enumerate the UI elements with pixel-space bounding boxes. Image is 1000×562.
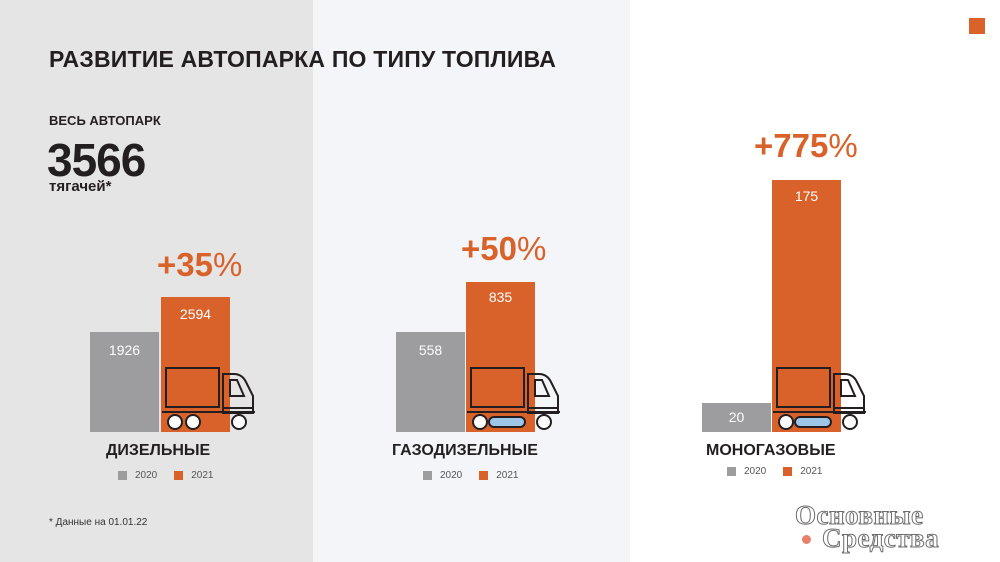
footnote: * Данные на 01.01.22 <box>49 517 148 528</box>
panel-diesel-bg <box>0 0 313 562</box>
legend-gasdiesel: 2020 2021 <box>423 470 536 481</box>
growth-monogas: +775% <box>754 127 858 165</box>
growth-sign: + <box>461 230 481 267</box>
category-label-diesel: ДИЗЕЛЬНЫЕ <box>106 442 211 459</box>
growth-sign: + <box>157 246 177 283</box>
logo-dot-icon <box>802 535 811 544</box>
legend-swatch-2021 <box>174 471 184 480</box>
panel-gasdiesel-bg <box>313 0 630 562</box>
fleet-unit: тягачей* <box>49 178 112 195</box>
bar-value-label: 558 <box>418 341 443 358</box>
growth-percent: % <box>828 127 858 164</box>
legend-label-2020: 2020 <box>135 470 158 481</box>
fleet-label: ВЕСЬ АВТОПАРК <box>49 113 161 128</box>
legend-swatch-2020 <box>423 471 432 480</box>
bar-value-label: 175 <box>794 188 819 204</box>
growth-gasdiesel: +50% <box>461 230 546 268</box>
bar-value-label: 2594 <box>179 306 212 322</box>
growth-diesel: +35% <box>157 246 242 284</box>
category-label-monogas: МОНОГАЗОВЫЕ <box>706 442 836 459</box>
page-title: РАЗВИТИЕ АВТОПАРКА ПО ТИПУ ТОПЛИВА <box>49 46 557 72</box>
bar-diesel-2021: 2594 <box>161 297 230 432</box>
bar-value-label: 1926 <box>108 341 141 358</box>
growth-number: 35 <box>176 246 213 283</box>
legend-label-2021: 2021 <box>496 470 519 481</box>
logo-line1: Основные <box>795 500 924 531</box>
logo-line2: Средства <box>821 523 940 554</box>
legend-label-2020: 2020 <box>440 470 463 481</box>
growth-sign: + <box>754 127 774 164</box>
bar-value-label: 835 <box>488 289 513 305</box>
legend-label-2020: 2020 <box>744 466 767 477</box>
bar-gasdiesel-2020: 558 <box>396 331 465 432</box>
logo: Основные Средства <box>795 500 995 554</box>
gas-truck-icon <box>773 367 866 430</box>
gas-truck-icon <box>467 367 560 430</box>
corner-square-icon <box>969 18 985 34</box>
bar-monogas-2020: 20 <box>702 403 771 432</box>
legend-diesel: 2020 2021 <box>118 470 231 481</box>
fleet-total: 3566 <box>47 134 146 186</box>
legend-swatch-2020 <box>118 471 127 480</box>
truck-icon <box>162 367 255 430</box>
legend-label-2021: 2021 <box>800 466 823 477</box>
growth-percent: % <box>517 230 547 267</box>
category-label-gasdiesel: ГАЗОДИЗЕЛЬНЫЕ <box>392 442 538 459</box>
legend-swatch-2020 <box>727 467 736 476</box>
legend-swatch-2021 <box>783 467 793 476</box>
bar-value-label: 20 <box>728 409 745 426</box>
growth-number: 50 <box>480 230 517 267</box>
legend-label-2021: 2021 <box>191 470 214 481</box>
bar-diesel-2020: 1926 <box>90 331 159 432</box>
growth-percent: % <box>213 246 243 283</box>
growth-number: 775 <box>773 127 829 164</box>
legend-swatch-2021 <box>479 471 489 480</box>
legend-monogas: 2020 2021 <box>727 466 840 477</box>
